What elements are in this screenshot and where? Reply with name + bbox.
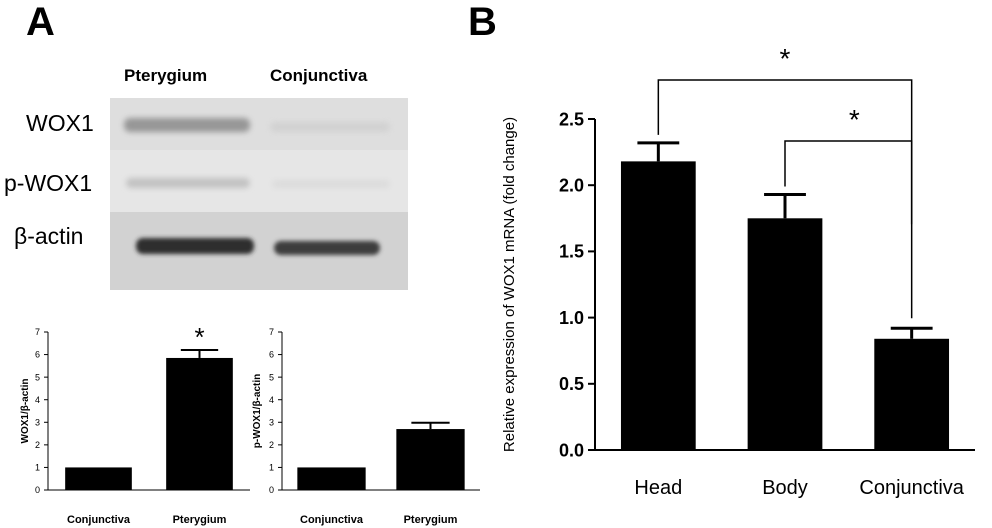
blot-band-actin-conjunctiva [274, 241, 380, 255]
chart-b-y-tick-label: 0.0 [559, 440, 584, 460]
chart-a2-y-tick-label: 5 [269, 372, 274, 382]
chart-b-y-tick-label: 2.0 [559, 176, 584, 196]
chart-b-significance-star-1: * [849, 104, 860, 135]
chart-a2-y-axis-label: p-WOX1/β-actin [252, 374, 263, 448]
western-blot-image [110, 98, 408, 290]
chart-a2-x-tick-label-1: Pterygium [404, 514, 458, 526]
chart-a1-y-tick-label: 1 [35, 463, 40, 473]
blot-band-p-wox1-pterygium [126, 178, 250, 188]
chart-a1-y-tick-label: 3 [35, 417, 40, 427]
chart-a2-y-tick-label: 2 [269, 440, 274, 450]
chart-a1-x-tick-label-1: Pterygium [173, 514, 227, 526]
blot-band-actin-pterygium [136, 238, 254, 254]
blot-row-wox1: WOX1 [26, 110, 94, 136]
chart-b-y-tick-label: 2.5 [559, 109, 584, 129]
blot-column-pterygium: Pterygium [124, 66, 208, 85]
chart-a1-bar-0 [65, 467, 132, 490]
chart-a2-x-tick-label-0: Conjunctiva [300, 514, 364, 526]
chart-a2-y-tick-label: 0 [269, 485, 274, 495]
chart-a1-bar-1 [166, 357, 233, 490]
chart-b-significance-bracket-1 [784, 140, 913, 319]
blot-band-p-wox1-conjunctiva [272, 180, 390, 188]
blot-column-conjunctiva: Conjunctiva [270, 66, 368, 85]
chart-a2-y-tick-label: 3 [269, 417, 274, 427]
chart-a2-y-tick-label: 7 [269, 327, 274, 337]
chart-a2-y-tick-label: 1 [269, 463, 274, 473]
chart-b-x-tick-label-2: Conjunctiva [859, 477, 964, 499]
chart-a1-x-tick-label-0: Conjunctiva [67, 514, 131, 526]
chart-b-bar-0 [620, 161, 696, 451]
chart-b-y-tick-label: 1.0 [559, 308, 584, 328]
chart-b-y-axis-label: Relative expression of WOX1 mRNA (fold c… [501, 117, 518, 452]
chart-b-bar-1 [747, 218, 823, 450]
chart-b-y-tick-label: 1.5 [559, 242, 584, 262]
blot-band-wox1-conjunctiva [270, 122, 390, 132]
chart-b-bar-2 [874, 338, 950, 450]
chart-a1-significance-star-0: * [194, 322, 204, 352]
chart-a2-bar-0 [297, 467, 366, 490]
chart-wox1-mrna: 0.0 0.5 1.0 1.5 2.0 2.5 Relative expression of… [501, 43, 975, 499]
chart-a2-bar-1 [396, 429, 465, 490]
chart-a2-y-tick-label: 6 [269, 350, 274, 360]
chart-p-wox1-ratio: 0 1 2 3 4 5 6 7 p-WOX1/β-actin Conjunctiva Pterygi… [252, 327, 480, 526]
chart-b-x-tick-label-1: Body [762, 477, 808, 499]
blot-row-beta-actin: β-actin [14, 223, 84, 249]
chart-a1-y-tick-label: 6 [35, 350, 40, 360]
chart-wox1-ratio: 0 1 2 3 4 5 6 7 WOX1/β-actin Conjunctiva Pterygium… [20, 322, 250, 526]
blot-row-p-wox1: p-WOX1 [4, 170, 93, 196]
chart-a1-y-tick-label: 4 [35, 395, 40, 405]
chart-b-significance-star-0: * [780, 43, 791, 74]
chart-b-y-tick-label: 0.5 [559, 374, 584, 394]
panel-b-label: B [468, 0, 497, 44]
panel-a-label: A [26, 0, 55, 44]
chart-a1-y-tick-label: 7 [35, 327, 40, 337]
chart-a1-y-tick-label: 5 [35, 372, 40, 382]
chart-b-x-tick-label-0: Head [634, 477, 682, 499]
chart-a1-y-tick-label: 2 [35, 440, 40, 450]
chart-a1-y-axis-label: WOX1/β-actin [20, 379, 31, 444]
chart-a1-y-tick-label: 0 [35, 485, 40, 495]
blot-band-wox1-pterygium [124, 118, 250, 132]
chart-a2-y-tick-label: 4 [269, 395, 274, 405]
